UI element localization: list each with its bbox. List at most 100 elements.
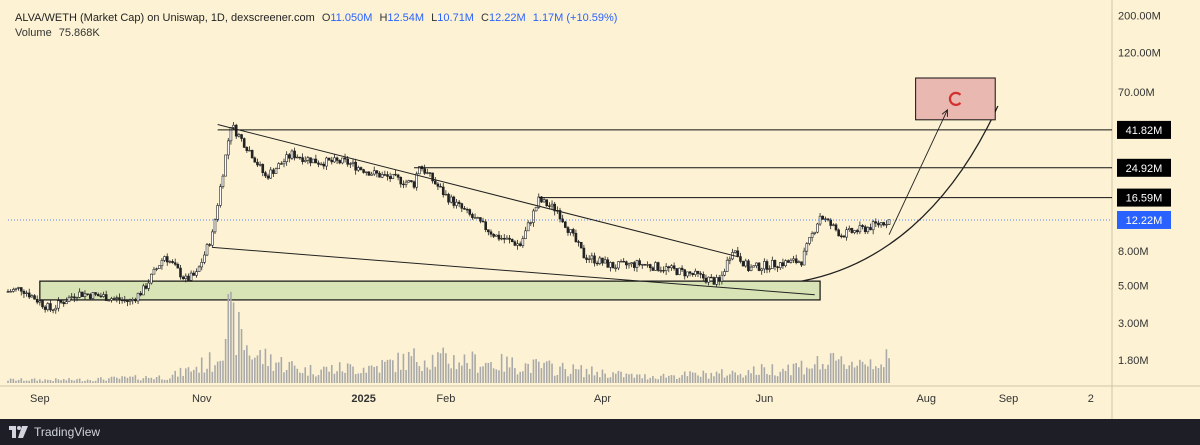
- candle-up: [38, 300, 42, 303]
- close-value: 12.22M: [489, 12, 526, 24]
- candle-down: [842, 235, 846, 238]
- candle-down: [439, 186, 442, 188]
- volume-bar: [25, 380, 28, 383]
- legend-row-ohlc: ALVA/WETH (Market Cap) on Uniswap, 1D, d…: [15, 11, 617, 25]
- volume-bar: [710, 372, 713, 383]
- level-tag: [1117, 158, 1171, 177]
- volume-bar: [569, 373, 572, 383]
- projection-arrow: [888, 109, 948, 235]
- volume-bar: [543, 362, 545, 383]
- candle-down: [264, 172, 267, 177]
- volume-bar: [644, 374, 646, 383]
- volume-bar: [113, 376, 115, 383]
- candle-up: [640, 264, 644, 266]
- candle-down: [834, 224, 838, 231]
- candle-up: [455, 201, 458, 206]
- volume-bar: [405, 370, 407, 383]
- volume-bar: [389, 359, 391, 383]
- candle-up: [885, 224, 888, 226]
- volume-bar: [604, 373, 606, 383]
- volume-bar: [851, 361, 853, 383]
- magnet-icon: [948, 91, 962, 106]
- candle-up: [14, 287, 18, 290]
- candle-up: [357, 167, 360, 171]
- candle-down: [35, 298, 39, 303]
- volume-bar: [819, 369, 821, 383]
- candle-down: [826, 218, 830, 221]
- candle-up: [853, 230, 856, 233]
- volume-bar: [606, 377, 609, 383]
- candle-up: [444, 193, 448, 196]
- candle-down: [667, 266, 671, 269]
- candle-down: [266, 175, 270, 179]
- candle-up: [160, 260, 164, 267]
- volume-bar: [527, 363, 529, 383]
- volume-bar: [859, 359, 861, 383]
- volume-bar: [808, 368, 811, 383]
- candle-up: [25, 292, 28, 295]
- candle-up: [847, 228, 851, 230]
- x-tick-label: Feb: [436, 393, 455, 405]
- candle-up: [12, 289, 15, 292]
- volume-bar: [52, 381, 54, 383]
- candle-up: [529, 222, 533, 224]
- y-tick-label: 120.00M: [1118, 48, 1161, 60]
- candle-down: [399, 177, 403, 185]
- volume-bar: [166, 379, 169, 383]
- candle-down: [49, 303, 52, 311]
- volume-bar: [463, 354, 466, 383]
- volume-bar: [137, 379, 139, 383]
- volume-bar: [630, 373, 633, 383]
- candle-down: [460, 203, 464, 209]
- candle-up: [845, 229, 848, 238]
- candle-down: [861, 225, 864, 227]
- symbol-title[interactable]: ALVA/WETH (Market Cap) on Uniswap, 1D, d…: [15, 12, 315, 24]
- volume-bar: [169, 378, 171, 383]
- volume-bar: [336, 371, 338, 383]
- y-tick-label: 70.00M: [1118, 87, 1155, 99]
- volume-bar: [514, 368, 516, 383]
- candle-up: [426, 172, 429, 174]
- candle-down: [683, 269, 687, 277]
- candle-up: [694, 270, 697, 275]
- volume-bar: [776, 376, 779, 383]
- volume-bar: [131, 376, 134, 383]
- candle-down: [245, 147, 249, 151]
- volume-bar: [556, 374, 559, 383]
- candle-down: [656, 262, 660, 271]
- volume-bar: [259, 350, 261, 383]
- candle-down: [447, 193, 450, 203]
- candle-down: [648, 264, 652, 269]
- volume-bar: [413, 348, 415, 383]
- candle-up: [277, 163, 280, 170]
- candle-up: [802, 250, 806, 266]
- volume-bar: [346, 363, 349, 383]
- candle-up: [91, 292, 95, 299]
- volume-bar: [317, 375, 320, 383]
- volume-bar: [338, 362, 341, 383]
- volume-bar: [261, 364, 264, 383]
- candle-up: [755, 262, 758, 266]
- volume-bar: [325, 366, 328, 383]
- candle-down: [481, 220, 485, 223]
- candle-down: [240, 134, 243, 139]
- volume-bar: [588, 374, 590, 383]
- x-tick-label: 2025: [351, 393, 375, 405]
- candle-up: [598, 257, 602, 264]
- tradingview-logo[interactable]: TradingView: [9, 425, 100, 439]
- candle-up: [646, 264, 649, 266]
- candle-up: [664, 266, 668, 271]
- candle-up: [744, 260, 748, 267]
- candle-up: [654, 262, 657, 271]
- support-zone: [39, 280, 821, 301]
- candle-up: [232, 124, 235, 128]
- volume-bar: [214, 365, 216, 383]
- volume-bar: [187, 367, 190, 383]
- candle-up: [590, 255, 594, 260]
- candle-up: [341, 157, 344, 164]
- volume-bar: [312, 374, 314, 383]
- volume-bar: [163, 379, 166, 383]
- candle-down: [874, 221, 878, 224]
